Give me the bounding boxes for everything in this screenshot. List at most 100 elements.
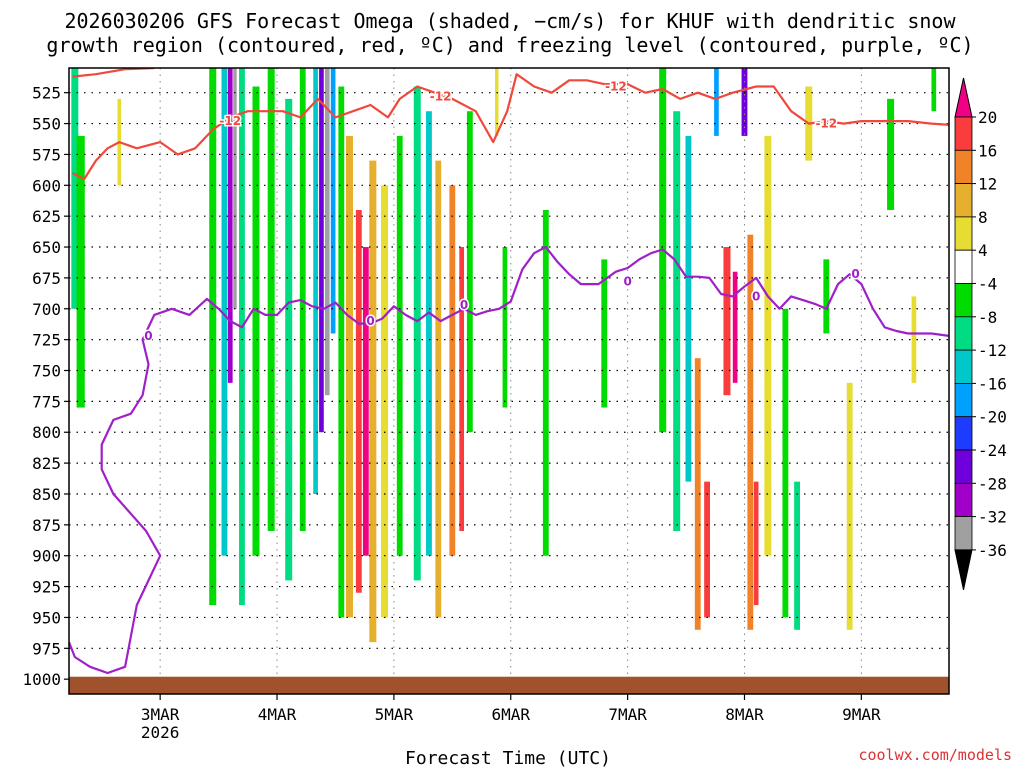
omega-cell: [846, 382, 853, 630]
omega-cell: [413, 86, 421, 581]
plot-frame: [68, 67, 950, 695]
colorbar-segment: [954, 249, 973, 284]
colorbar-label: -32: [978, 508, 1007, 527]
freezing-contour-label: 0: [623, 275, 631, 289]
y-tick-label: 575: [32, 145, 61, 164]
dgz-minus12-contour: [71, 73, 949, 181]
freezing-contour-label: 0: [752, 289, 760, 303]
omega-cell: [209, 68, 217, 606]
x-tick-sublabel: 2026: [141, 723, 180, 742]
credit-link[interactable]: coolwx.com/models: [858, 746, 1012, 764]
freezing-contour-label: 0: [460, 298, 468, 312]
y-tick-label: 650: [32, 238, 61, 257]
omega-cell: [345, 135, 353, 618]
y-tick-label: 600: [32, 176, 61, 195]
y-tick-label: 800: [32, 423, 61, 442]
y-tick-label: 875: [32, 516, 61, 535]
colorbar-segment: [954, 516, 973, 551]
colorbar-segment: [954, 482, 973, 517]
omega-cell: [459, 247, 465, 532]
dgz-contour-label: -12: [219, 114, 241, 128]
x-axis-label: Forecast Time (UTC): [405, 748, 611, 768]
chart-title-line-2: growth region (contoured, red, ºC) and f…: [46, 33, 973, 57]
plot-background: [69, 68, 949, 694]
y-tick-label: 1000: [22, 670, 61, 689]
colorbar-label: -24: [978, 441, 1007, 460]
colorbar-segment: [954, 283, 973, 318]
y-tick-label: 525: [32, 84, 61, 103]
y-axis: 525 550 575 600 625 650 675 700 725 750 775 800 825 8…: [22, 84, 69, 689]
colorbar-label: -36: [978, 541, 1007, 560]
colorbar-label: -4: [978, 275, 997, 294]
colorbar: 20 16 12 8 4 -4 -8 -12 -16 -20 -24 -28 -32 -36: [954, 77, 1007, 591]
omega-cell: [239, 68, 245, 606]
colorbar-segment: [954, 416, 973, 451]
x-tick-label: 5MAR: [375, 705, 414, 724]
omega-cell: [782, 308, 789, 618]
omega-cell: [494, 68, 499, 136]
omega-cell: [887, 98, 895, 210]
omega-cell: [71, 68, 79, 309]
colorbar-label: 8: [978, 208, 988, 227]
omega-cell: [313, 68, 318, 494]
freezing-contour-label: 0: [144, 329, 152, 343]
colorbar-label: -8: [978, 308, 997, 327]
colorbar-segment: [954, 449, 973, 484]
omega-cell: [753, 481, 759, 606]
omega-cell: [233, 68, 237, 309]
omega-cell: [362, 247, 369, 556]
colorbar-label: -20: [978, 408, 1007, 427]
omega-cell: [601, 259, 608, 408]
omega-cell: [764, 135, 772, 556]
colorbar-segment: [954, 116, 973, 151]
y-tick-label: 625: [32, 207, 61, 226]
colorbar-label: 4: [978, 241, 988, 260]
x-tick-label: 6MAR: [491, 705, 530, 724]
omega-cell: [673, 111, 681, 532]
colorbar-segment: [954, 349, 973, 384]
dgz-contour-label: -12: [605, 80, 627, 94]
omega-cell: [396, 135, 403, 556]
y-tick-label: 775: [32, 392, 61, 411]
omega-cell: [330, 68, 336, 334]
omega-cell: [338, 86, 345, 618]
dgz-contour-label: -12: [815, 117, 837, 131]
x-tick-label: 9MAR: [842, 705, 881, 724]
omega-cell: [732, 271, 738, 383]
omega-cell: [747, 234, 754, 630]
omega-cell: [931, 68, 937, 112]
omega-cell: [299, 68, 306, 532]
omega-cell: [324, 68, 330, 396]
omega-cell: [355, 209, 362, 593]
omega-cell: [252, 86, 260, 556]
y-tick-label: 975: [32, 639, 61, 658]
omega-cell: [685, 135, 692, 482]
terrain-fill: [69, 676, 949, 694]
omega-cell: [723, 247, 731, 396]
x-tick-label: 4MAR: [258, 705, 297, 724]
x-tick-label: 8MAR: [725, 705, 764, 724]
colorbar-segment: [954, 183, 973, 218]
omega-cell: [911, 296, 917, 383]
x-tick-label: 7MAR: [608, 705, 647, 724]
omega-cell: [426, 111, 432, 556]
plot-clipped-layer: -12 -12 -12 -12 0 0 0 0 0 0: [69, 68, 949, 694]
y-tick-label: 850: [32, 485, 61, 504]
omega-cell: [221, 68, 228, 556]
omega-cell: [76, 135, 85, 408]
omega-cell: [227, 68, 233, 383]
y-tick-label: 675: [32, 269, 61, 288]
omega-cell: [285, 98, 293, 581]
colorbar-label: 12: [978, 175, 997, 194]
colorbar-top-arrow: [954, 77, 973, 118]
colorbar-bottom-arrow: [954, 549, 973, 591]
y-tick-label: 700: [32, 300, 61, 319]
omega-cell: [823, 259, 830, 334]
colorbar-label: -12: [978, 341, 1007, 360]
colorbar-label: -16: [978, 374, 1007, 393]
y-tick-label: 925: [32, 578, 61, 597]
y-tick-label: 725: [32, 331, 61, 350]
omega-cell: [267, 68, 275, 532]
omega-cell: [542, 209, 549, 556]
